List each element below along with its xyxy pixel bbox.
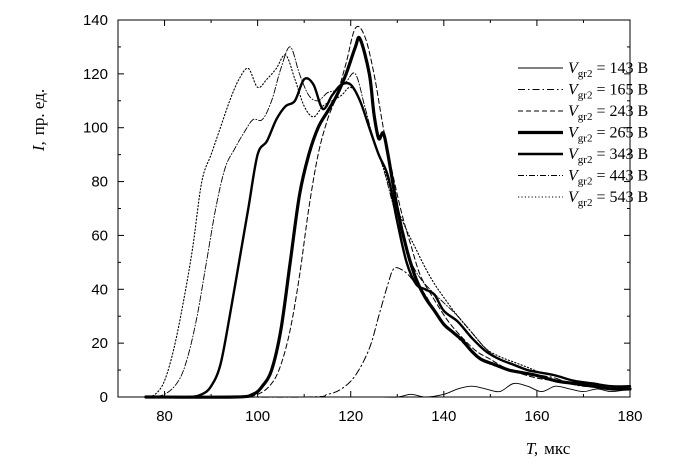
legend-eq: = <box>592 125 609 142</box>
legend-eq: = <box>592 60 609 77</box>
y-axis-unit: пр. ед. <box>29 89 48 135</box>
legend-sub: gr2 <box>578 133 593 145</box>
x-tick-label-0: 80 <box>156 408 173 425</box>
legend-var: V <box>568 103 580 120</box>
legend-var: V <box>568 146 580 163</box>
legend-label-1: Vgr2 = 165 В <box>568 82 648 102</box>
legend-sub: gr2 <box>578 197 593 209</box>
x-axis-var: T, <box>526 439 538 458</box>
legend-value: 143 В <box>609 60 648 77</box>
y-axis-title-text: I, пр. ед. <box>29 89 48 152</box>
legend-sub: gr2 <box>578 90 593 102</box>
legend-eq: = <box>592 82 609 99</box>
series-line-6 <box>145 54 631 398</box>
x-tick-label-1: 100 <box>245 408 270 425</box>
legend-label-2: Vgr2 = 243 В <box>568 103 648 123</box>
y-tick-label-0: 0 <box>100 389 108 406</box>
y-axis-title: I, пр. ед. <box>29 89 48 152</box>
legend-sub: gr2 <box>578 68 593 80</box>
legend-sub: gr2 <box>578 111 593 123</box>
series-line-1 <box>145 267 631 398</box>
y-tick-label-3: 60 <box>91 227 108 244</box>
legend-label-5: Vgr2 = 443 В <box>568 168 648 188</box>
legend-sub: gr2 <box>578 154 593 166</box>
y-tick-label-7: 140 <box>83 12 108 29</box>
legend-label-3: Vgr2 = 265 В <box>568 125 648 145</box>
legend-label-4: Vgr2 = 343 В <box>568 146 648 166</box>
x-axis-title: T, мкс <box>526 439 571 458</box>
legend-var: V <box>568 82 580 99</box>
series-line-4 <box>144 77 632 399</box>
y-tick-label-6: 120 <box>83 66 108 83</box>
x-tick-label-2: 120 <box>338 408 363 425</box>
y-tick-label-1: 20 <box>91 335 108 352</box>
legend-var: V <box>568 125 580 142</box>
series-line-3 <box>144 35 632 399</box>
legend-label-6: Vgr2 = 543 В <box>568 189 648 209</box>
series-layer <box>144 25 632 399</box>
legend-label-0: Vgr2 = 143 В <box>568 60 648 80</box>
y-tick-label-4: 80 <box>91 174 108 191</box>
series-line-2 <box>145 25 631 398</box>
x-axis-unit: мкс <box>544 439 571 458</box>
series-line-0 <box>145 382 631 398</box>
legend-eq: = <box>592 103 609 120</box>
legend-var: V <box>568 60 580 77</box>
legend-var: V <box>568 168 580 185</box>
x-tick-label-5: 180 <box>617 408 642 425</box>
x-axis-title-text: T, мкс <box>526 439 571 458</box>
legend-value: 443 В <box>609 168 648 185</box>
legend-value: 343 В <box>609 146 648 163</box>
series-line-5 <box>145 46 631 398</box>
legend-value: 165 В <box>609 82 648 99</box>
legend-value: 243 В <box>609 103 648 120</box>
legend-eq: = <box>592 146 609 163</box>
x-tick-label-3: 140 <box>431 408 456 425</box>
y-tick-label-2: 40 <box>91 281 108 298</box>
y-tick-label-5: 100 <box>83 120 108 137</box>
legend-eq: = <box>592 168 609 185</box>
legend-eq: = <box>592 189 609 206</box>
legend-value: 543 В <box>609 189 648 206</box>
x-tick-label-4: 160 <box>524 408 549 425</box>
legend-sub: gr2 <box>578 176 593 188</box>
y-axis-var: I, <box>29 141 48 152</box>
plot-frame <box>117 19 631 398</box>
legend-value: 265 В <box>609 125 648 142</box>
axes: 80 100 120 140 160 180 0 20 40 60 80 100 120 140 <box>83 12 643 425</box>
legend-var: V <box>568 189 580 206</box>
